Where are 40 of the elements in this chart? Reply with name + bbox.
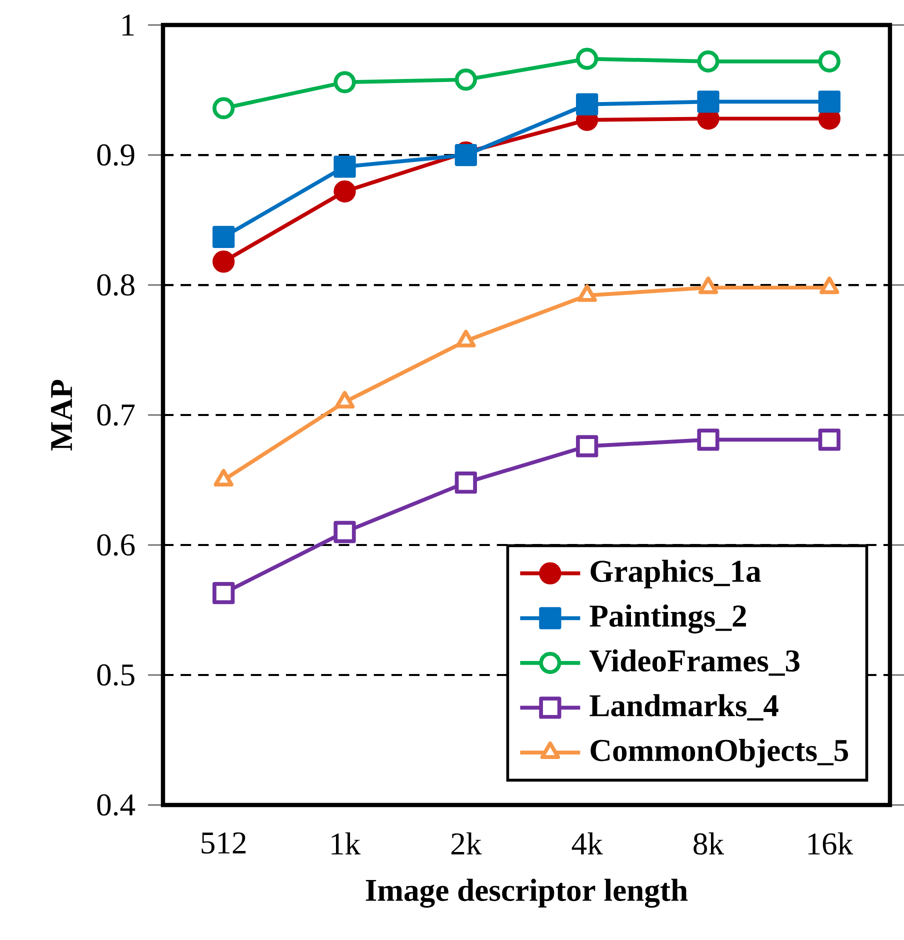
y-tick-label: 0.4 <box>97 794 136 816</box>
point <box>697 90 720 113</box>
x-tick-label: 8k <box>694 832 724 855</box>
point <box>576 48 598 70</box>
y-tick-label: 0.6 <box>97 534 135 556</box>
point <box>334 520 356 544</box>
x-tick-label: 1k <box>332 832 361 854</box>
point <box>212 97 235 120</box>
x-tick-label: 512 <box>202 832 246 854</box>
point <box>576 93 598 116</box>
point <box>454 68 477 91</box>
legend-label: CommonObjects_5 <box>590 738 848 768</box>
y-tick-label: 1 <box>122 14 134 36</box>
legend-label: Graphics_1a <box>590 560 761 588</box>
y-tick-label: 0.7 <box>97 404 135 426</box>
point <box>454 144 477 166</box>
legend-label: VideoFrames_3 <box>589 649 800 676</box>
x-tick-label: 2k <box>451 832 482 854</box>
point <box>212 226 235 248</box>
point <box>818 50 840 72</box>
y-tick-label: 0.5 <box>97 664 134 686</box>
point <box>334 156 356 178</box>
point <box>818 428 840 451</box>
point <box>212 250 235 273</box>
legend-label: Landmarks_4 <box>590 694 778 720</box>
point <box>334 180 356 202</box>
point <box>818 90 840 113</box>
point <box>697 50 720 72</box>
y-tick-label: 0.9 <box>97 144 134 166</box>
legend-label: Paintings_2 <box>590 604 746 634</box>
x-tick-label: 16k <box>808 832 854 855</box>
point <box>212 582 235 604</box>
point <box>576 435 598 458</box>
x-axis-title: Image descriptor length <box>366 878 688 908</box>
point <box>697 428 720 451</box>
y-axis-title: MAP <box>51 380 72 450</box>
point <box>454 472 477 494</box>
point <box>334 71 356 94</box>
y-tick-label: 0.8 <box>97 274 134 296</box>
x-tick-label: 4k <box>572 832 603 854</box>
